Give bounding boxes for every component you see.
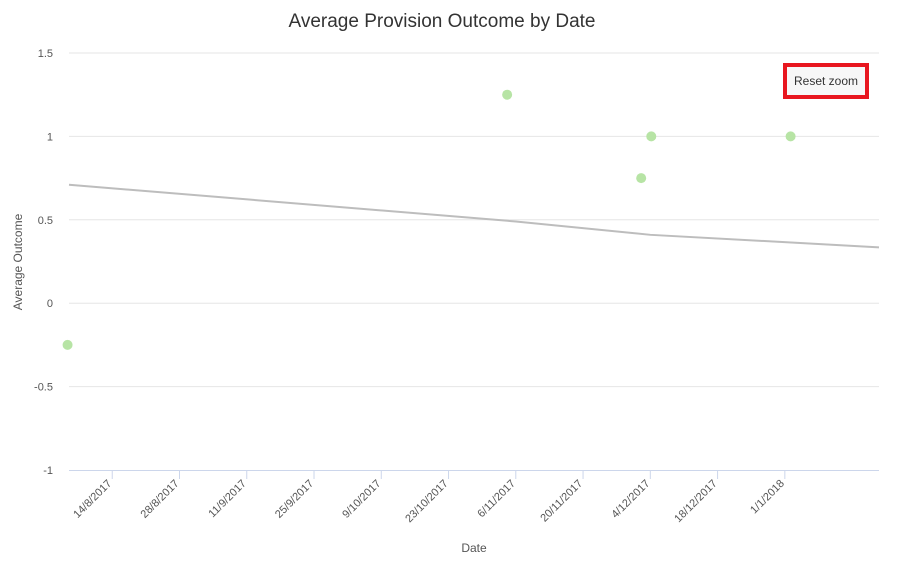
y-axis-ticks: 1.5 1 0.5 0 -0.5 -1 xyxy=(34,48,53,477)
y-tick-label: 0 xyxy=(47,298,53,310)
x-tick-label: 25/9/2017 xyxy=(273,478,316,521)
gridlines xyxy=(69,52,879,388)
x-tick-label: 6/11/2017 xyxy=(475,478,518,521)
x-tick-label: 23/10/2017 xyxy=(403,478,450,525)
trend-line xyxy=(68,183,880,249)
chart-title: Average Provision Outcome by Date xyxy=(289,11,596,32)
y-tick-label: 1.5 xyxy=(38,48,53,60)
x-axis-label: Date xyxy=(461,541,487,555)
data-point[interactable] xyxy=(62,339,73,350)
data-point[interactable] xyxy=(636,173,647,184)
x-tick-label: 1/1/2018 xyxy=(748,478,787,517)
x-tick-label: 20/11/2017 xyxy=(538,478,585,525)
x-axis-ticks: 14/8/2017 28/8/2017 11/9/2017 25/9/2017 9/10… xyxy=(71,470,787,525)
data-point[interactable] xyxy=(646,131,657,142)
y-axis-label: Average Outcome xyxy=(11,213,25,310)
x-tick-label: 28/8/2017 xyxy=(139,478,182,521)
data-point[interactable] xyxy=(502,89,513,100)
x-tick-label: 14/8/2017 xyxy=(71,478,114,521)
y-tick-label: 0.5 xyxy=(38,215,53,227)
y-tick-label: -0.5 xyxy=(34,382,53,394)
x-tick-label: 9/10/2017 xyxy=(340,478,383,521)
y-tick-label: -1 xyxy=(43,465,53,477)
reset-zoom-button[interactable]: Reset zoom xyxy=(783,63,869,99)
data-points xyxy=(62,89,796,350)
x-tick-label: 4/12/2017 xyxy=(609,478,652,521)
x-tick-label: 11/9/2017 xyxy=(206,478,249,521)
y-tick-label: 1 xyxy=(47,131,53,143)
x-tick-label: 18/12/2017 xyxy=(672,478,719,525)
data-point[interactable] xyxy=(785,131,796,142)
